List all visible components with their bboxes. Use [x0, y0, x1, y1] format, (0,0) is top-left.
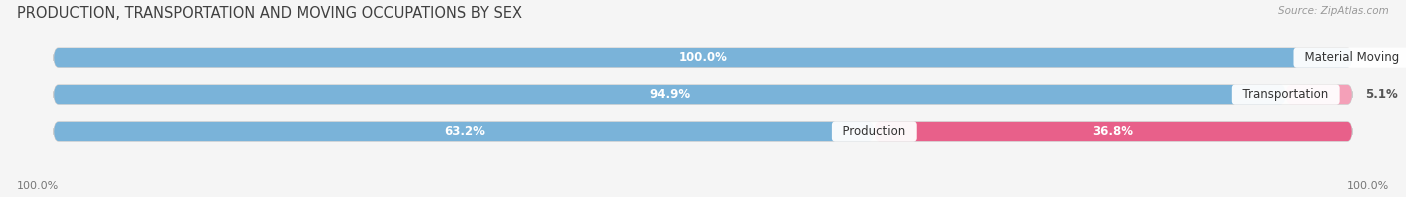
- Text: 100.0%: 100.0%: [17, 181, 59, 191]
- Text: Production: Production: [835, 125, 912, 138]
- Text: 63.2%: 63.2%: [444, 125, 485, 138]
- FancyBboxPatch shape: [875, 122, 1353, 141]
- Text: 5.1%: 5.1%: [1365, 88, 1398, 101]
- Text: 36.8%: 36.8%: [1092, 125, 1133, 138]
- FancyBboxPatch shape: [53, 122, 875, 141]
- Text: PRODUCTION, TRANSPORTATION AND MOVING OCCUPATIONS BY SEX: PRODUCTION, TRANSPORTATION AND MOVING OC…: [17, 6, 522, 21]
- Text: Transportation: Transportation: [1236, 88, 1336, 101]
- Text: 100.0%: 100.0%: [1347, 181, 1389, 191]
- FancyBboxPatch shape: [53, 48, 1353, 67]
- FancyBboxPatch shape: [53, 85, 1353, 104]
- Text: Material Moving: Material Moving: [1298, 51, 1406, 64]
- FancyBboxPatch shape: [1285, 85, 1353, 104]
- FancyBboxPatch shape: [53, 85, 1285, 104]
- Text: 100.0%: 100.0%: [679, 51, 727, 64]
- Text: 94.9%: 94.9%: [650, 88, 690, 101]
- FancyBboxPatch shape: [53, 48, 1353, 67]
- Text: Source: ZipAtlas.com: Source: ZipAtlas.com: [1278, 6, 1389, 16]
- FancyBboxPatch shape: [53, 122, 1353, 141]
